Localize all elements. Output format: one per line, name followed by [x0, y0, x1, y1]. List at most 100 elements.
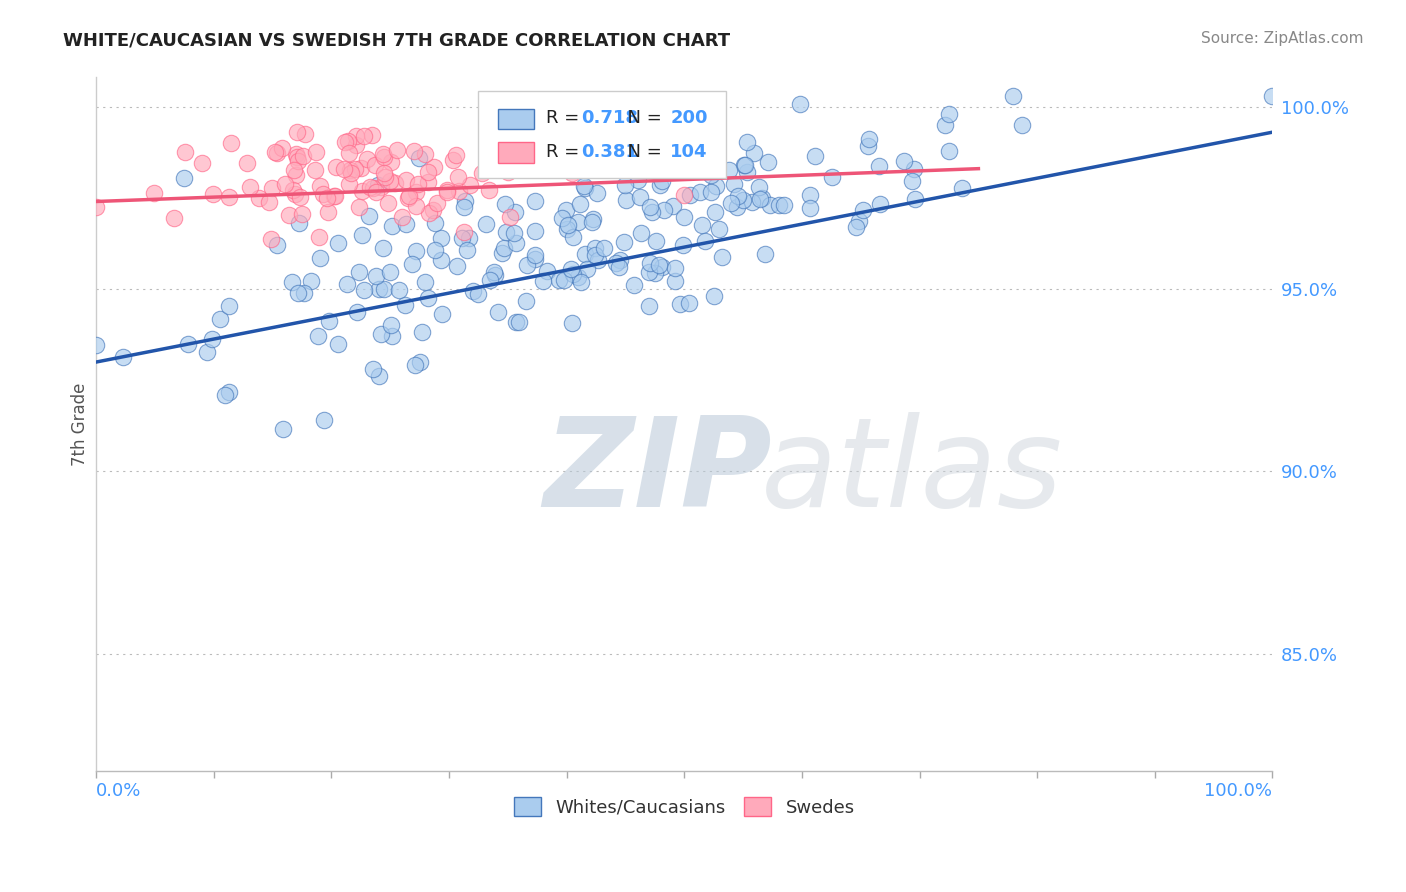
Point [804, 149, 827, 163]
Point [264, 145, 287, 159]
Point [380, 174, 402, 188]
Point [904, 192, 927, 206]
Point [720, 196, 742, 211]
Point [672, 210, 695, 224]
Point [292, 285, 315, 300]
Point [283, 162, 305, 177]
Text: 200: 200 [671, 110, 707, 128]
Point [418, 206, 440, 220]
Point [638, 200, 661, 214]
Point [284, 186, 307, 201]
Point [367, 178, 389, 192]
Point [586, 186, 609, 201]
Point [638, 256, 661, 270]
Point [281, 275, 304, 289]
Point [219, 136, 242, 151]
Point [371, 147, 394, 161]
Point [239, 180, 262, 194]
Point [748, 192, 770, 206]
Point [555, 203, 578, 218]
Point [429, 231, 451, 245]
Point [496, 165, 519, 179]
Point [516, 258, 538, 272]
Point [339, 163, 361, 178]
Point [1011, 118, 1033, 132]
Text: 0.381: 0.381 [581, 143, 638, 161]
Point [449, 184, 471, 198]
Point [453, 225, 475, 239]
Point [337, 145, 360, 160]
Point [281, 183, 304, 197]
Point [458, 231, 481, 245]
Point [373, 166, 395, 180]
Point [950, 181, 973, 195]
Text: R =: R = [546, 110, 585, 128]
Point [312, 186, 335, 201]
Point [84, 200, 107, 214]
Point [627, 173, 650, 187]
Text: 0.718: 0.718 [581, 110, 638, 128]
Point [337, 177, 360, 191]
Point [524, 194, 547, 209]
Point [735, 165, 758, 179]
Point [856, 138, 879, 153]
Point [214, 388, 236, 402]
Point [287, 154, 309, 169]
Point [638, 265, 661, 279]
Point [637, 299, 659, 313]
Point [727, 189, 749, 203]
Point [485, 154, 508, 169]
Point [614, 193, 637, 207]
Point [336, 277, 359, 291]
Text: atlas: atlas [761, 412, 1063, 533]
Point [1261, 88, 1284, 103]
Point [707, 222, 730, 236]
Point [695, 234, 717, 248]
Point [938, 144, 960, 158]
Point [326, 337, 349, 351]
Point [582, 212, 605, 227]
Point [288, 190, 311, 204]
Point [668, 296, 690, 310]
Point [789, 97, 811, 112]
Point [333, 161, 356, 176]
Point [703, 205, 725, 219]
Point [285, 146, 308, 161]
Point [247, 191, 270, 205]
Point [641, 204, 664, 219]
Point [503, 226, 526, 240]
Point [411, 326, 433, 340]
Point [373, 150, 395, 164]
Point [84, 338, 107, 352]
Point [613, 178, 636, 192]
Point [398, 188, 420, 202]
Point [368, 282, 391, 296]
FancyBboxPatch shape [499, 109, 534, 129]
Point [344, 138, 367, 153]
Point [456, 243, 478, 257]
Point [309, 178, 332, 193]
Point [405, 185, 427, 199]
Point [384, 177, 406, 191]
Point [692, 156, 714, 170]
Point [495, 225, 517, 239]
Point [748, 179, 770, 194]
Point [453, 200, 475, 214]
Point [291, 207, 314, 221]
Point [195, 345, 218, 359]
Point [848, 214, 870, 228]
Point [426, 195, 449, 210]
Point [380, 219, 402, 233]
Point [538, 153, 561, 167]
Point [333, 135, 356, 149]
Point [422, 202, 444, 217]
Point [593, 241, 616, 255]
Point [555, 221, 578, 235]
Point [446, 259, 468, 273]
Point [536, 264, 558, 278]
Point [486, 305, 509, 319]
Point [454, 194, 477, 208]
Point [143, 186, 166, 200]
Point [406, 177, 429, 191]
Point [318, 313, 340, 327]
